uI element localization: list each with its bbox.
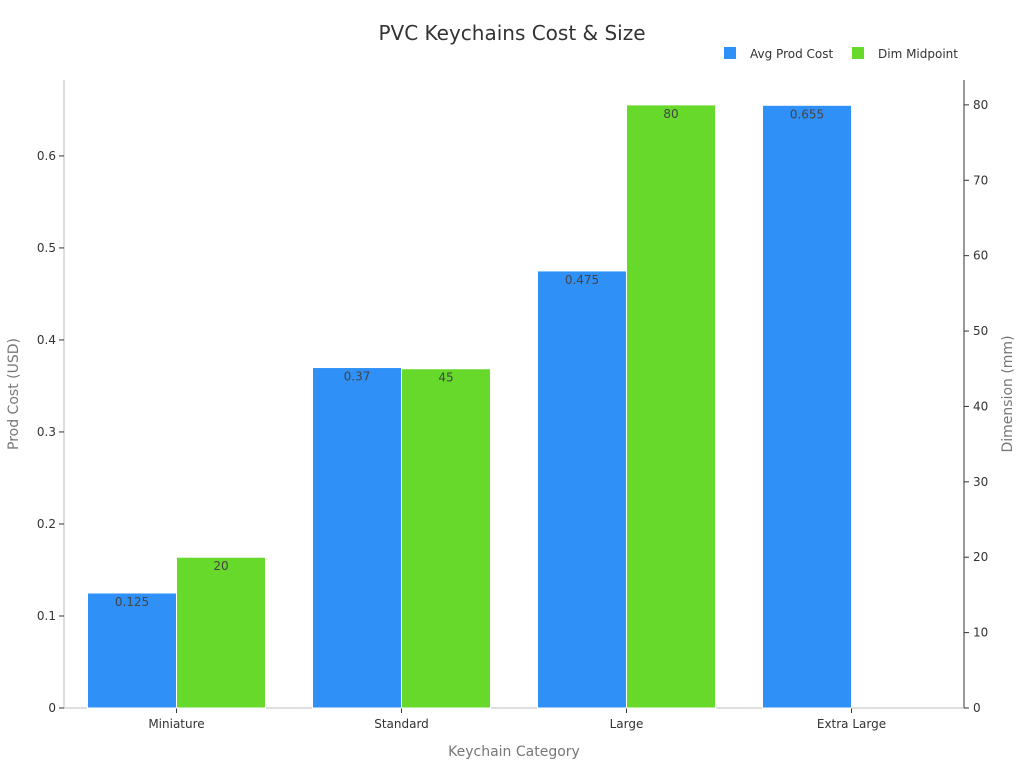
bar-dim-midpoint <box>401 368 491 709</box>
y2-tick-label: 30 <box>973 475 988 489</box>
bar-label-cost: 0.475 <box>565 273 599 287</box>
y2-axis-label: Dimension (mm) <box>1000 335 1016 452</box>
y2-tick-label: 70 <box>973 173 988 187</box>
x-tick-label: Extra Large <box>817 717 886 731</box>
x-tick-label: Standard <box>374 717 429 731</box>
y-tick-label: 0.5 <box>37 241 56 255</box>
legend: Avg Prod Cost Dim Midpoint <box>724 47 958 61</box>
bar-avg-prod-cost <box>762 104 852 709</box>
bar-label-dim: 80 <box>663 107 678 121</box>
y-tick-label: 0 <box>48 701 56 715</box>
y-tick-label: 0.3 <box>37 425 56 439</box>
y-tick-label: 0.2 <box>37 517 56 531</box>
y-axis-label: Prod Cost (USD) <box>6 338 22 450</box>
bar-avg-prod-cost <box>537 270 627 709</box>
bar-dim-midpoint <box>626 104 716 709</box>
legend-swatch-cost <box>724 47 736 59</box>
y2-tick-label: 60 <box>973 249 988 263</box>
y2-tick-label: 10 <box>973 626 988 640</box>
bar-dim-midpoint <box>176 556 266 709</box>
plot-area: 0 0.1 0.2 0.3 0.4 0.5 0.6 0 10 20 30 40 50 60 70 80 Mini… <box>37 80 988 731</box>
y2-tick-label: 50 <box>973 324 988 338</box>
bar-avg-prod-cost <box>87 592 177 709</box>
x-tick-label: Large <box>610 717 644 731</box>
x-axis-label: Keychain Category <box>448 744 580 760</box>
bar-avg-prod-cost <box>312 367 402 709</box>
y2-tick-label: 0 <box>973 701 981 715</box>
x-tick-label: Miniature <box>148 717 204 731</box>
y2-tick-label: 80 <box>973 98 988 112</box>
y-tick-label: 0.6 <box>37 149 56 163</box>
bar-label-cost: 0.125 <box>115 595 149 609</box>
y2-tick-label: 40 <box>973 399 988 413</box>
chart-title: PVC Keychains Cost & Size <box>378 21 645 45</box>
y2-tick-label: 20 <box>973 550 988 564</box>
bar-label-dim: 20 <box>213 559 228 573</box>
bar-label-cost: 0.655 <box>790 107 824 121</box>
legend-swatch-dim <box>852 47 864 59</box>
bar-label-dim: 45 <box>438 371 453 385</box>
y-tick-label: 0.4 <box>37 333 56 347</box>
legend-label-dim: Dim Midpoint <box>878 47 958 61</box>
y-tick-label: 0.1 <box>37 609 56 623</box>
bar-label-cost: 0.37 <box>344 370 371 384</box>
legend-label-cost: Avg Prod Cost <box>750 47 833 61</box>
